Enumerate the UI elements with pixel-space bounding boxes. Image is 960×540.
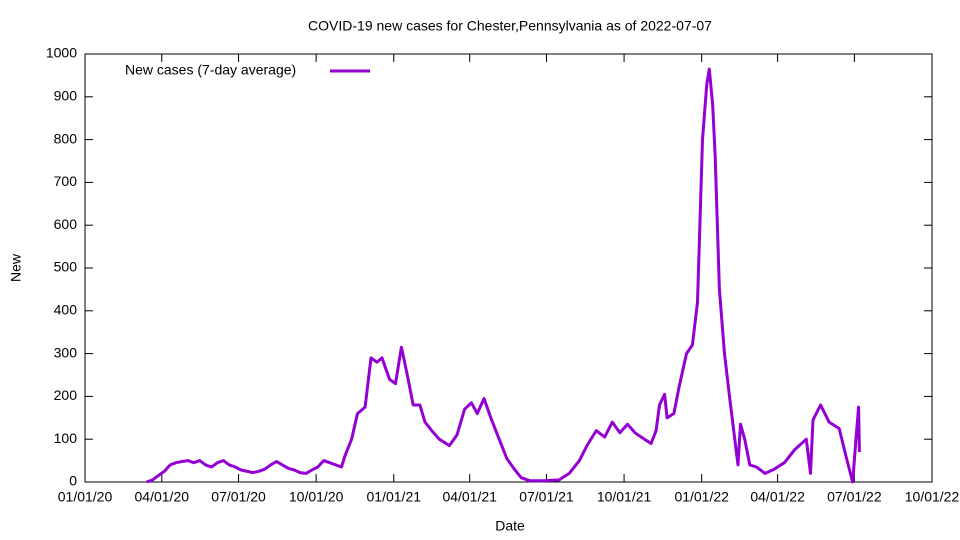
data-line [146, 67, 861, 484]
y-tick-label: 300 [54, 344, 78, 360]
chart-title: COVID-19 new cases for Chester,Pennsylva… [308, 18, 712, 34]
legend-label: New cases (7-day average) [125, 62, 296, 78]
y-tick-label: 900 [54, 88, 78, 104]
x-tick-label: 10/01/21 [597, 489, 652, 505]
y-tick-label: 0 [69, 473, 77, 489]
y-axis-label: New [8, 253, 24, 282]
x-tick-label: 01/01/20 [58, 489, 113, 505]
y-tick-label: 700 [54, 173, 78, 189]
x-tick-label: 01/01/21 [367, 489, 422, 505]
y-tick-label: 800 [54, 130, 78, 146]
x-tick-label: 07/01/22 [827, 489, 882, 505]
y-tick-label: 1000 [46, 45, 77, 61]
y-tick-label: 100 [54, 430, 78, 446]
x-tick-label: 04/01/22 [750, 489, 805, 505]
x-tick-label: 04/01/20 [135, 489, 190, 505]
y-tick-label: 500 [54, 259, 78, 275]
y-tick-label: 200 [54, 387, 78, 403]
plot-frame [84, 53, 933, 483]
y-tick-label: 600 [54, 216, 78, 232]
x-tick-label: 10/01/20 [289, 489, 344, 505]
y-tick-label: 400 [54, 302, 78, 318]
x-axis-label: Date [495, 518, 525, 534]
x-tick-label: 07/01/21 [519, 489, 574, 505]
x-tick-label: 04/01/21 [442, 489, 497, 505]
x-tick-label: 07/01/20 [211, 489, 266, 505]
x-tick-label: 01/01/22 [674, 489, 729, 505]
x-tick-label: 10/01/22 [905, 489, 960, 505]
